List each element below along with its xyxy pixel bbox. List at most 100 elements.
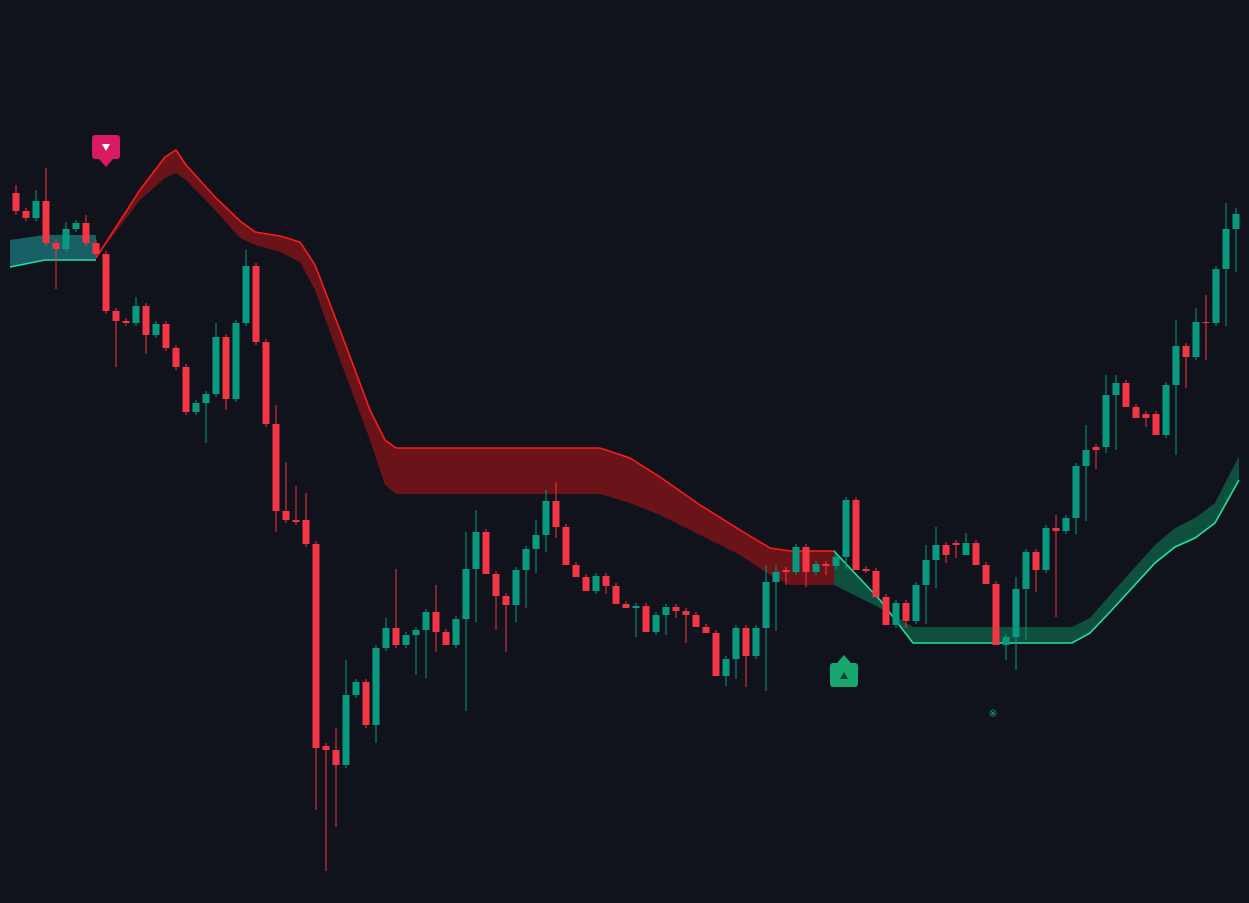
candle-body bbox=[362, 682, 370, 725]
candle-body bbox=[1042, 528, 1050, 570]
candle-body bbox=[92, 243, 100, 254]
candle-body bbox=[1122, 383, 1130, 407]
candle-body bbox=[1052, 528, 1060, 531]
candle-body bbox=[1152, 414, 1160, 435]
candle-body bbox=[942, 545, 950, 555]
signal-shape bbox=[102, 144, 110, 151]
candle-body bbox=[1022, 552, 1030, 589]
candle-body bbox=[272, 424, 280, 511]
candle-body bbox=[482, 532, 490, 574]
candle-body bbox=[172, 348, 180, 367]
candle-body bbox=[502, 596, 510, 605]
candle-body bbox=[752, 628, 760, 656]
candle-body bbox=[282, 511, 290, 520]
candle-body bbox=[1092, 447, 1100, 450]
candle-body bbox=[462, 569, 470, 619]
candle-body bbox=[1172, 346, 1180, 385]
signal-shape bbox=[837, 655, 851, 663]
band-line bbox=[833, 479, 1240, 644]
candle-body bbox=[1002, 637, 1010, 645]
candle-body bbox=[572, 565, 580, 577]
candle-body bbox=[452, 619, 460, 645]
candle-body bbox=[1162, 385, 1170, 435]
candle-body bbox=[382, 628, 390, 648]
band-fill bbox=[96, 150, 834, 585]
candle-body bbox=[512, 570, 520, 605]
candle-body bbox=[312, 544, 320, 748]
signal-shape bbox=[840, 672, 848, 679]
candle-body bbox=[972, 543, 980, 565]
candle-body bbox=[1112, 383, 1120, 395]
candle-body bbox=[192, 403, 200, 412]
candle-body bbox=[722, 659, 730, 676]
candle-body bbox=[62, 229, 70, 249]
candle-body bbox=[352, 682, 360, 695]
candle-body bbox=[42, 201, 50, 243]
candle-body bbox=[1082, 450, 1090, 466]
candle-body bbox=[332, 750, 340, 765]
candle-body bbox=[492, 574, 500, 596]
candle-body bbox=[302, 520, 310, 544]
candle-body bbox=[82, 223, 90, 243]
candle-body bbox=[652, 615, 660, 632]
candle-body bbox=[372, 648, 380, 725]
band-fill bbox=[834, 456, 1239, 643]
candle-body bbox=[762, 582, 770, 628]
candle-body bbox=[682, 611, 690, 615]
candle-body bbox=[1232, 214, 1240, 229]
candle-body bbox=[422, 612, 430, 630]
candle-body bbox=[742, 628, 750, 656]
candle-body bbox=[832, 557, 840, 566]
candle-body bbox=[182, 367, 190, 412]
candle-body bbox=[892, 603, 900, 625]
candle-body bbox=[252, 266, 260, 342]
candle-body bbox=[862, 569, 870, 571]
candle-body bbox=[602, 576, 610, 586]
candle-body bbox=[952, 543, 960, 545]
candle-body bbox=[542, 501, 550, 535]
candle-body bbox=[1062, 518, 1070, 531]
candle-body bbox=[662, 607, 670, 615]
signal-sell bbox=[92, 135, 120, 167]
candle-body bbox=[612, 586, 620, 604]
candle-body bbox=[522, 549, 530, 570]
candle-body bbox=[792, 547, 800, 572]
candle-body bbox=[12, 193, 20, 211]
candle-body bbox=[932, 545, 940, 560]
candle-body bbox=[322, 746, 330, 750]
candle-body bbox=[532, 535, 540, 549]
candle-body bbox=[552, 501, 560, 527]
candle-body bbox=[562, 527, 570, 565]
candle-body bbox=[622, 604, 630, 608]
candle-body bbox=[1222, 229, 1230, 269]
candle-body bbox=[1212, 269, 1220, 323]
candle-body bbox=[702, 627, 710, 633]
candle-body bbox=[1192, 322, 1200, 357]
candle-body bbox=[1012, 589, 1020, 637]
candle-body bbox=[1142, 414, 1150, 418]
candle-body bbox=[32, 201, 40, 218]
band-line bbox=[95, 148, 834, 552]
candle-body bbox=[712, 633, 720, 676]
candle-body bbox=[592, 576, 600, 591]
candle-body bbox=[162, 324, 170, 348]
candle-body bbox=[102, 254, 110, 311]
candle-body bbox=[472, 532, 480, 569]
candle-body bbox=[902, 603, 910, 621]
candle-body bbox=[72, 223, 80, 229]
candle-body bbox=[1102, 395, 1110, 447]
candle-body bbox=[212, 337, 220, 394]
band-fill bbox=[10, 235, 96, 267]
candle-body bbox=[962, 543, 970, 555]
candle-body bbox=[392, 628, 400, 645]
candle-body bbox=[782, 570, 790, 572]
candle-body bbox=[982, 565, 990, 584]
signal-buy bbox=[830, 655, 858, 687]
candle-body bbox=[1202, 322, 1210, 323]
candle-body bbox=[922, 560, 930, 585]
candle-body bbox=[412, 630, 420, 635]
candle-body bbox=[22, 211, 30, 218]
candle-body bbox=[232, 323, 240, 399]
band-line bbox=[9, 259, 96, 268]
